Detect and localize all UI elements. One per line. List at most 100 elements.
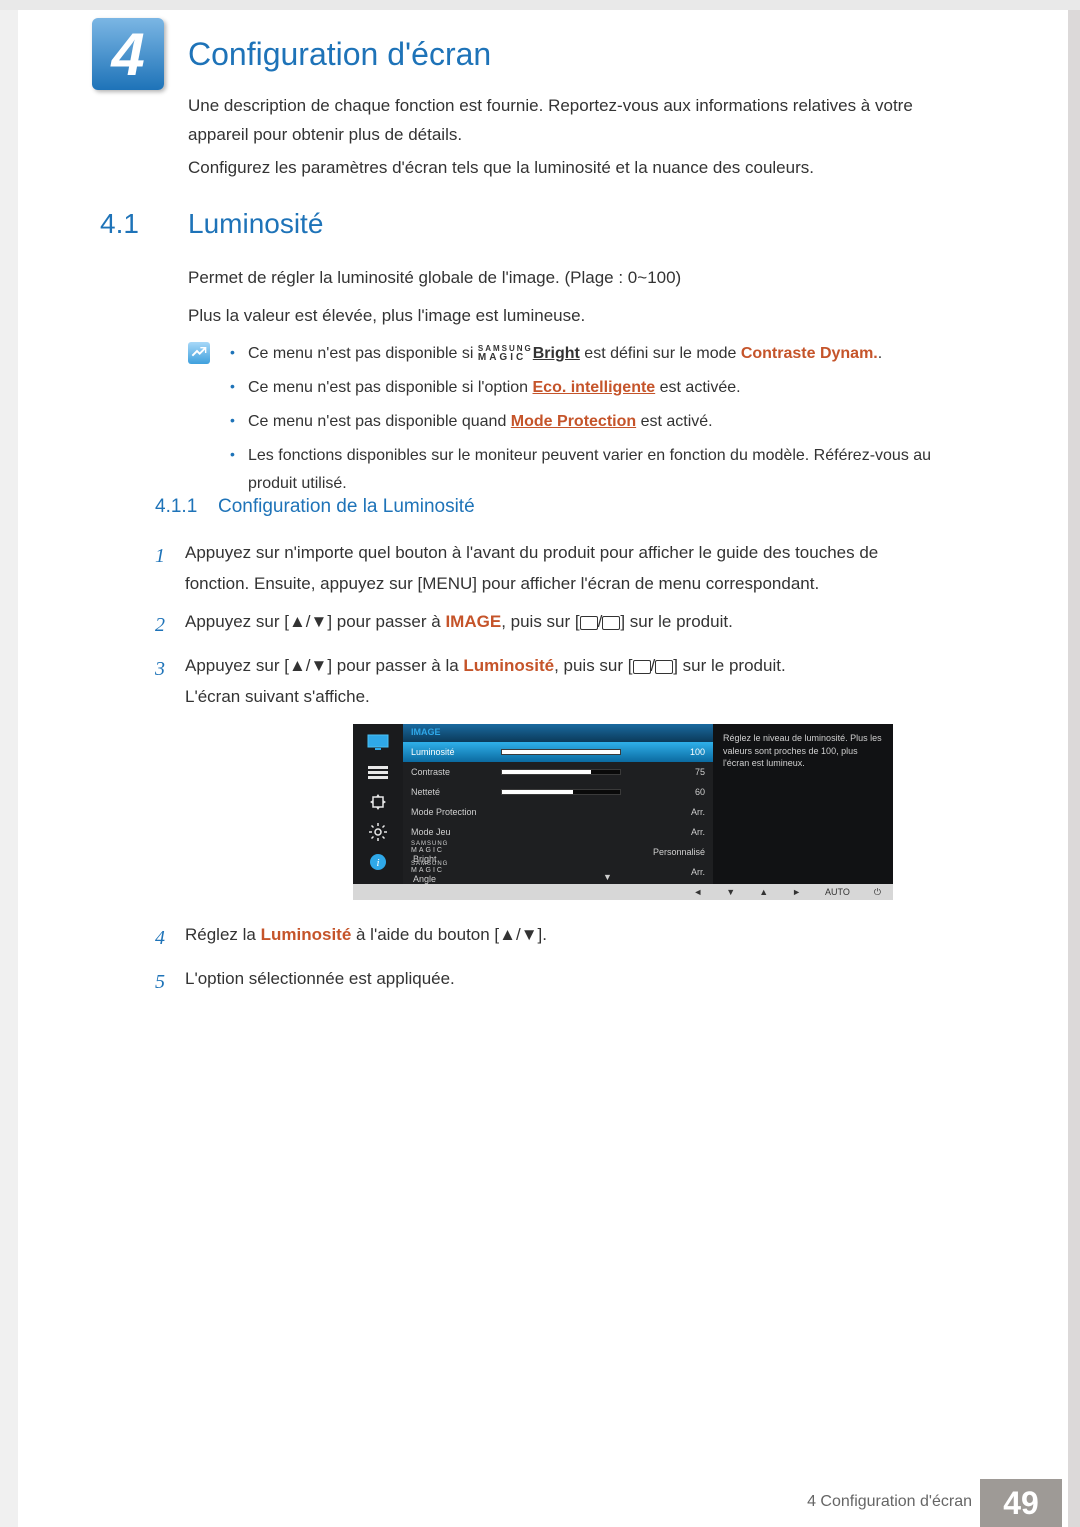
step-text-frag: Réglez la <box>185 925 261 944</box>
power-icon: ⏻ <box>874 887 881 898</box>
nav-right-icon: ► <box>792 887 801 897</box>
osd-row-value: Personnalisé <box>653 847 705 857</box>
osd-menu: i IMAGE Luminosité 100 Contraste 75 Nett… <box>353 724 893 900</box>
osd-row-value: 100 <box>690 747 705 757</box>
step-text-frag: à l'aide du bouton [ <box>351 925 499 944</box>
chapter-intro-2: Configurez les paramètres d'écran tels q… <box>188 154 968 183</box>
osd-slider-track <box>501 789 621 795</box>
osd-sidebar: i <box>353 724 403 884</box>
menu-luminosite: Luminosité <box>463 656 554 675</box>
note-text: Ce menu n'est pas disponible quand <box>248 413 511 430</box>
osd-help-text: Réglez le niveau de luminosité. Plus les… <box>713 724 893 884</box>
step-1: 1 Appuyez sur n'importe quel bouton à l'… <box>155 538 935 599</box>
step-text-frag: L'écran suivant s'affiche. <box>185 687 370 706</box>
osd-row-contraste[interactable]: Contraste 75 <box>403 762 713 782</box>
osd-row-mode-protection[interactable]: Mode Protection Arr. <box>403 802 713 822</box>
footer-page-number: 49 <box>980 1479 1062 1527</box>
gear-icon <box>365 822 391 842</box>
section-title: Luminosité <box>188 208 323 240</box>
step-text-frag: ] sur le produit. <box>620 612 732 631</box>
osd-row-magic-angle[interactable]: SAMSUNGMAGICAngle Arr. <box>403 862 713 882</box>
osd-row-mode-jeu[interactable]: Mode Jeu Arr. <box>403 822 713 842</box>
note-text: Ce menu n'est pas disponible si l'option <box>248 379 533 396</box>
samsung-magic-brand: SAMSUNGMAGIC <box>411 861 501 874</box>
arrow-keys-symbol: ▲/▼ <box>499 925 537 944</box>
step-text: Appuyez sur [▲/▼] pour passer à IMAGE, p… <box>185 607 935 643</box>
osd-row-luminosite[interactable]: Luminosité 100 <box>403 742 713 762</box>
note-text: est activé. <box>636 413 712 430</box>
osd-row-value: Arr. <box>691 807 705 817</box>
step-4: 4 Réglez la Luminosité à l'aide du bouto… <box>155 920 935 956</box>
osd-slider-fill <box>502 770 591 774</box>
link-eco-intelligente[interactable]: Eco. intelligente <box>533 379 656 396</box>
note-text: est défini sur le mode <box>580 345 741 362</box>
section-desc-1: Permet de régler la luminosité globale d… <box>188 264 968 293</box>
osd-row-magic-bright[interactable]: SAMSUNGMAGICBright Personnalisé <box>403 842 713 862</box>
step-number: 3 <box>155 651 185 712</box>
subsection-title: Configuration de la Luminosité <box>218 496 475 518</box>
brand-bot: MAGIC <box>411 867 501 874</box>
step-text-frag: Appuyez sur [ <box>185 656 289 675</box>
step-number: 4 <box>155 920 185 956</box>
step-number: 1 <box>155 538 185 599</box>
step-number: 5 <box>155 964 185 1000</box>
step-2: 2 Appuyez sur [▲/▼] pour passer à IMAGE,… <box>155 607 935 643</box>
mode-contraste-dynam: Contraste Dynam. <box>741 345 878 362</box>
monitor-icon <box>365 732 391 752</box>
nav-left-icon: ◄ <box>693 887 702 897</box>
resize-icon <box>365 792 391 812</box>
osd-row-value: 60 <box>695 787 705 797</box>
osd-row-label: SAMSUNGMAGICAngle <box>411 861 501 884</box>
osd-slider-fill <box>502 750 620 754</box>
step-text-frag: , puis sur [ <box>501 612 579 631</box>
note-text: . <box>878 345 882 362</box>
select-enter-icon: / <box>580 607 621 638</box>
osd-row-label: Mode Jeu <box>411 827 501 837</box>
note-icon <box>188 342 210 364</box>
chapter-intro-1: Une description de chaque fonction est f… <box>188 92 968 150</box>
brand-bot: MAGIC <box>411 847 501 854</box>
step-5: 5 L'option sélectionnée est appliquée. <box>155 964 935 1000</box>
step-text: L'option sélectionnée est appliquée. <box>185 964 935 1000</box>
step-text: Réglez la Luminosité à l'aide du bouton … <box>185 920 935 956</box>
note-item-1: Ce menu n'est pas disponible si SAMSUNGM… <box>230 340 970 368</box>
nav-up-icon: ▲ <box>759 887 768 897</box>
section-number: 4.1 <box>100 208 139 240</box>
note-item-2: Ce menu n'est pas disponible si l'option… <box>230 374 970 402</box>
note-text: Ce menu n'est pas disponible si <box>248 345 478 362</box>
link-mode-protection[interactable]: Mode Protection <box>511 413 636 430</box>
osd-row-label: Mode Protection <box>411 807 501 817</box>
samsung-magic-brand: SAMSUNGMAGIC <box>411 841 501 854</box>
step-text-frag: ] sur le produit. <box>673 656 785 675</box>
osd-scroll-down-icon: ▼ <box>603 872 612 882</box>
step-text-frag: ] pour passer à la <box>327 656 463 675</box>
subsection-number: 4.1.1 <box>155 496 197 518</box>
steps-list-after: 4 Réglez la Luminosité à l'aide du bouto… <box>155 920 935 1008</box>
steps-list: 1 Appuyez sur n'importe quel bouton à l'… <box>155 538 935 721</box>
bright-word: Bright <box>533 345 580 362</box>
step-text-frag: ]. <box>538 925 547 944</box>
osd-row-value: Arr. <box>691 827 705 837</box>
page-right-stripe <box>1068 0 1080 1527</box>
osd-row-label: Netteté <box>411 787 501 797</box>
note-item-4: Les fonctions disponibles sur le moniteu… <box>230 442 970 498</box>
osd-row-label: Contraste <box>411 767 501 777</box>
step-number: 2 <box>155 607 185 643</box>
osd-row-value: 75 <box>695 767 705 777</box>
osd-body: Luminosité 100 Contraste 75 Netteté 60 M… <box>403 742 713 884</box>
select-enter-icon: / <box>633 651 674 682</box>
chapter-number-badge: 4 <box>92 18 164 90</box>
menu-key-label: MENU <box>422 574 472 593</box>
page-left-stripe <box>0 0 18 1527</box>
menu-luminosite: Luminosité <box>261 925 352 944</box>
chapter-title: Configuration d'écran <box>188 36 491 73</box>
info-icon: i <box>365 852 391 872</box>
step-3: 3 Appuyez sur [▲/▼] pour passer à la Lum… <box>155 651 935 712</box>
step-text-frag: Appuyez sur [ <box>185 612 289 631</box>
arrow-keys-symbol: ▲/▼ <box>289 656 327 675</box>
step-text: Appuyez sur [▲/▼] pour passer à la Lumin… <box>185 651 935 712</box>
osd-slider-track <box>501 769 621 775</box>
osd-row-nettete[interactable]: Netteté 60 <box>403 782 713 802</box>
footer: 4 Configuration d'écran 49 <box>0 1479 1080 1527</box>
list-icon <box>365 762 391 782</box>
